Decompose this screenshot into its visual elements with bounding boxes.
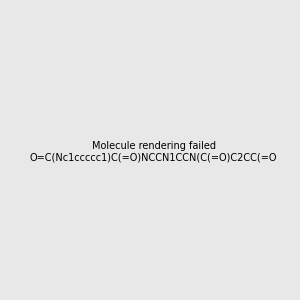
Text: Molecule rendering failed
O=C(Nc1ccccc1)C(=O)NCCN1CCN(C(=O)C2CC(=O: Molecule rendering failed O=C(Nc1ccccc1)… [30,141,278,162]
